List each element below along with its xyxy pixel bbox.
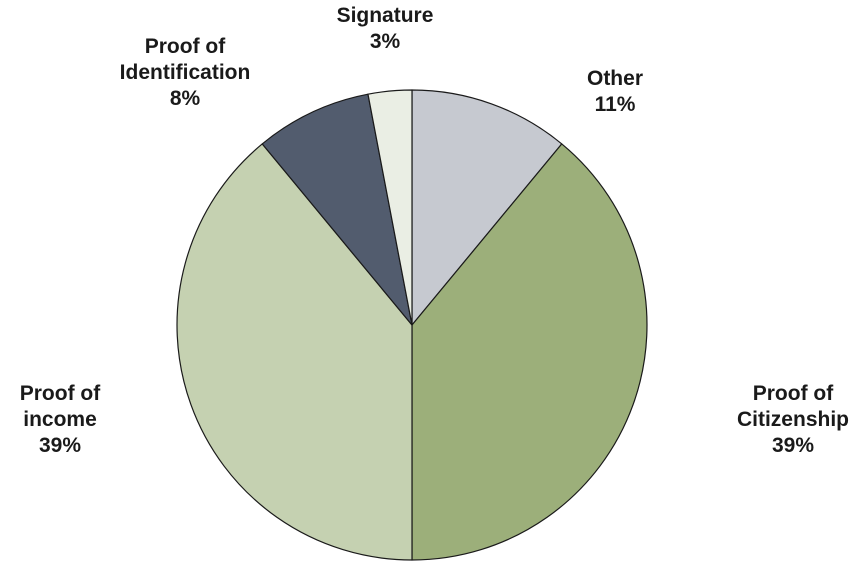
slice-percent: 3% [370,30,401,53]
slice-name-line: income [23,408,97,431]
slice-label-3: Proof of Identification 8% [120,35,251,110]
slice-name-line: Proof of [20,382,101,405]
pie-labels: Other 11% Proof of Citizenship 39% Proof of in… [20,4,849,457]
slice-name-line: Identification [120,61,251,84]
slice-percent: 11% [595,93,636,116]
slice-percent: 39% [772,434,814,457]
slice-percent: 39% [39,434,81,457]
slice-name-line: Proof of [753,382,834,405]
slice-percent: 8% [170,87,201,110]
pie-slice-0 [411,89,563,326]
pie-slice-4 [367,89,413,326]
pie-slice-1 [411,143,648,561]
slice-label-2: Proof of income 39% [20,382,101,457]
slice-name-line: Other [587,67,643,90]
slice-name-line: Citizenship [737,408,849,431]
pie-slice-2 [176,143,413,561]
slice-label-1: Proof of Citizenship 39% [737,382,849,457]
pie-slice-3 [261,93,413,326]
slice-label-4: Signature 3% [337,4,434,53]
slice-label-0: Other 11% [587,67,643,116]
pie-slices [176,89,648,561]
slice-name-line: Proof of [145,35,226,58]
slice-name-line: Signature [337,4,434,27]
